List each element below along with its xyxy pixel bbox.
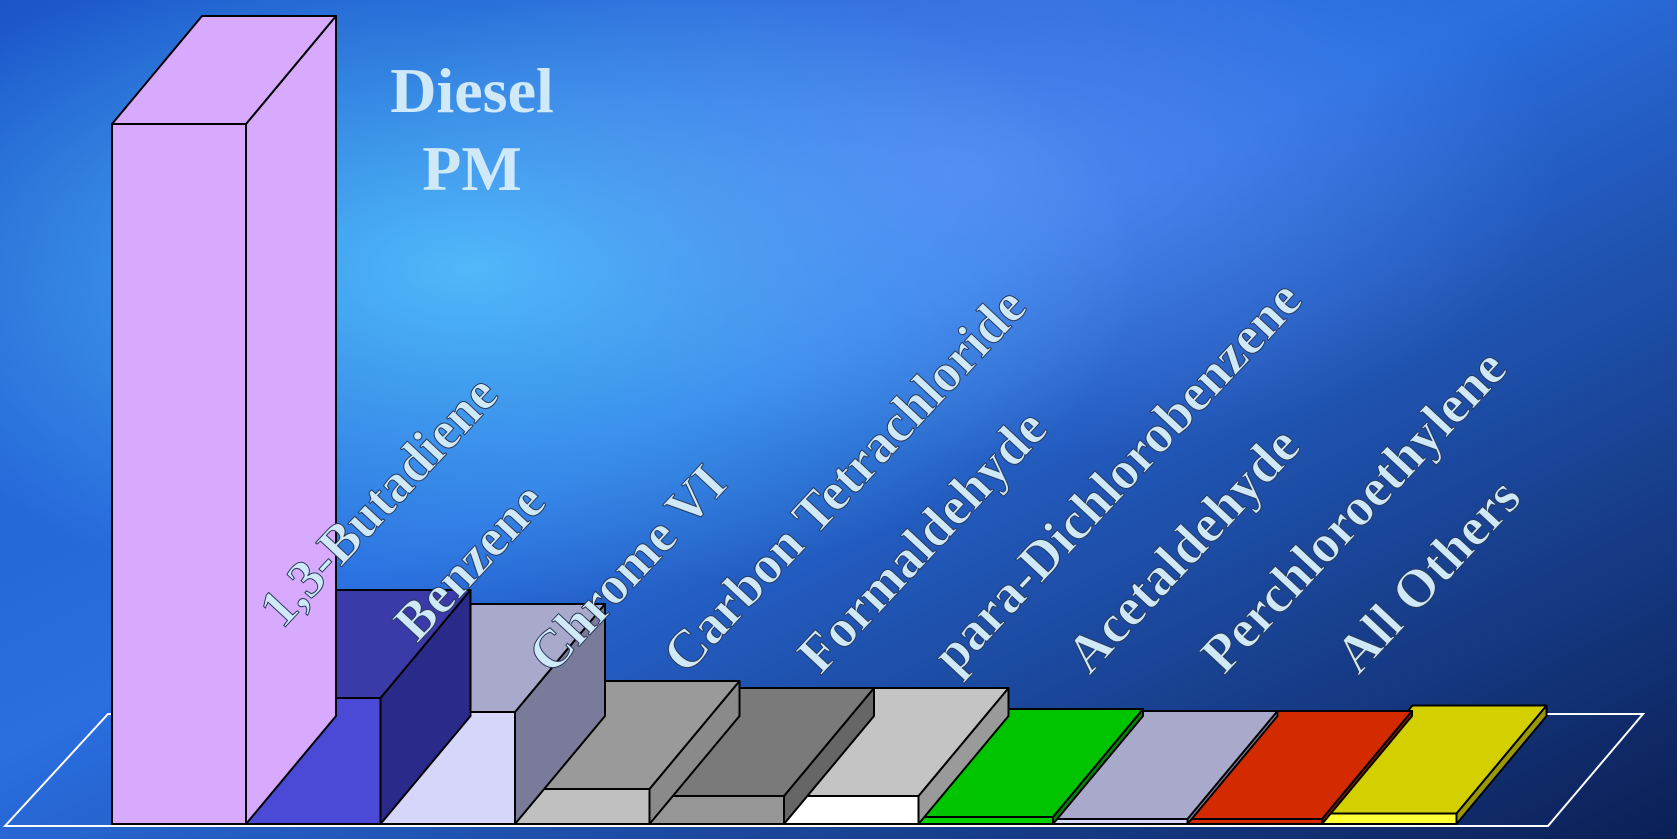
diesel-pm-line: Diesel bbox=[390, 55, 554, 126]
bar-chrome-vi bbox=[514, 680, 741, 825]
bar-carbon-tetrachloride bbox=[649, 687, 875, 825]
bar-front bbox=[918, 816, 1054, 825]
bar-front bbox=[1321, 812, 1458, 825]
bar-formaldehyde bbox=[783, 687, 1010, 825]
bar-diesel-pm bbox=[111, 15, 337, 825]
diesel-pm-label: Diesel PM bbox=[390, 55, 554, 204]
diesel-pm-line: PM bbox=[422, 133, 522, 204]
bar-perchloroethylene bbox=[1187, 710, 1413, 825]
bar-front bbox=[1052, 818, 1189, 825]
bar-front bbox=[1187, 818, 1323, 825]
bar-front bbox=[111, 123, 247, 825]
bars-group bbox=[111, 15, 1548, 825]
bar-side bbox=[245, 15, 337, 825]
bar-all-others bbox=[1321, 704, 1548, 825]
chart-floor bbox=[2, 713, 1646, 827]
